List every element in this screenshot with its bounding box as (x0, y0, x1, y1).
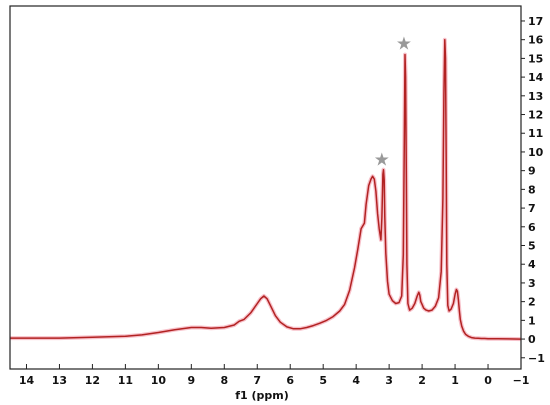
y-tick-label: 6 (528, 221, 536, 234)
x-axis-ticks: 14 13 12 11 10 9 8 7 6 5 4 3 2 1 0 −1 (19, 364, 530, 387)
y-tick-label: 8 (528, 183, 536, 196)
x-tick-label: 1 (451, 374, 459, 387)
y-tick-label: 17 (528, 15, 543, 28)
x-axis-title: f1 (ppm) (235, 389, 289, 402)
y-tick-label: 15 (528, 52, 543, 65)
y-tick-label: 12 (528, 109, 543, 122)
star-marker: ★ (396, 33, 412, 54)
y-tick-label: 2 (528, 296, 536, 309)
x-tick-label: 6 (286, 374, 294, 387)
y-tick-label: 5 (528, 240, 536, 253)
y-tick-label: 1 (528, 314, 536, 327)
y-tick-label: 0 (528, 333, 536, 346)
y-tick-label: 3 (528, 277, 536, 290)
x-tick-label: 5 (319, 374, 327, 387)
x-tick-label: 10 (151, 374, 167, 387)
plot-frame (9, 5, 522, 370)
x-tick-label: 4 (352, 374, 360, 387)
x-tick-label: −1 (513, 374, 530, 387)
x-tick-label: 8 (220, 374, 228, 387)
y-tick-label: 14 (528, 71, 544, 84)
star-marker: ★ (374, 149, 390, 170)
y-tick-label: 16 (528, 34, 544, 47)
x-tick-label: 14 (19, 374, 35, 387)
y-tick-label: 4 (528, 258, 536, 271)
spectrum-series (10, 37, 522, 342)
y-tick-label: 11 (528, 127, 543, 140)
x-tick-label: 2 (418, 374, 426, 387)
x-tick-label: 9 (187, 374, 195, 387)
x-tick-label: 11 (118, 374, 133, 387)
y-tick-label: 9 (528, 165, 536, 178)
peak-markers: ★★ (374, 33, 412, 170)
y-tick-label: 10 (528, 146, 544, 159)
spectrum-line (10, 38, 522, 340)
x-tick-label: 0 (484, 374, 492, 387)
x-tick-label: 13 (52, 374, 67, 387)
y-tick-label: −1 (528, 352, 545, 365)
x-tick-label: 12 (85, 374, 100, 387)
y-tick-label: 7 (528, 202, 536, 215)
y-tick-label: 13 (528, 90, 543, 103)
x-tick-label: 3 (385, 374, 393, 387)
x-tick-label: 7 (253, 374, 261, 387)
